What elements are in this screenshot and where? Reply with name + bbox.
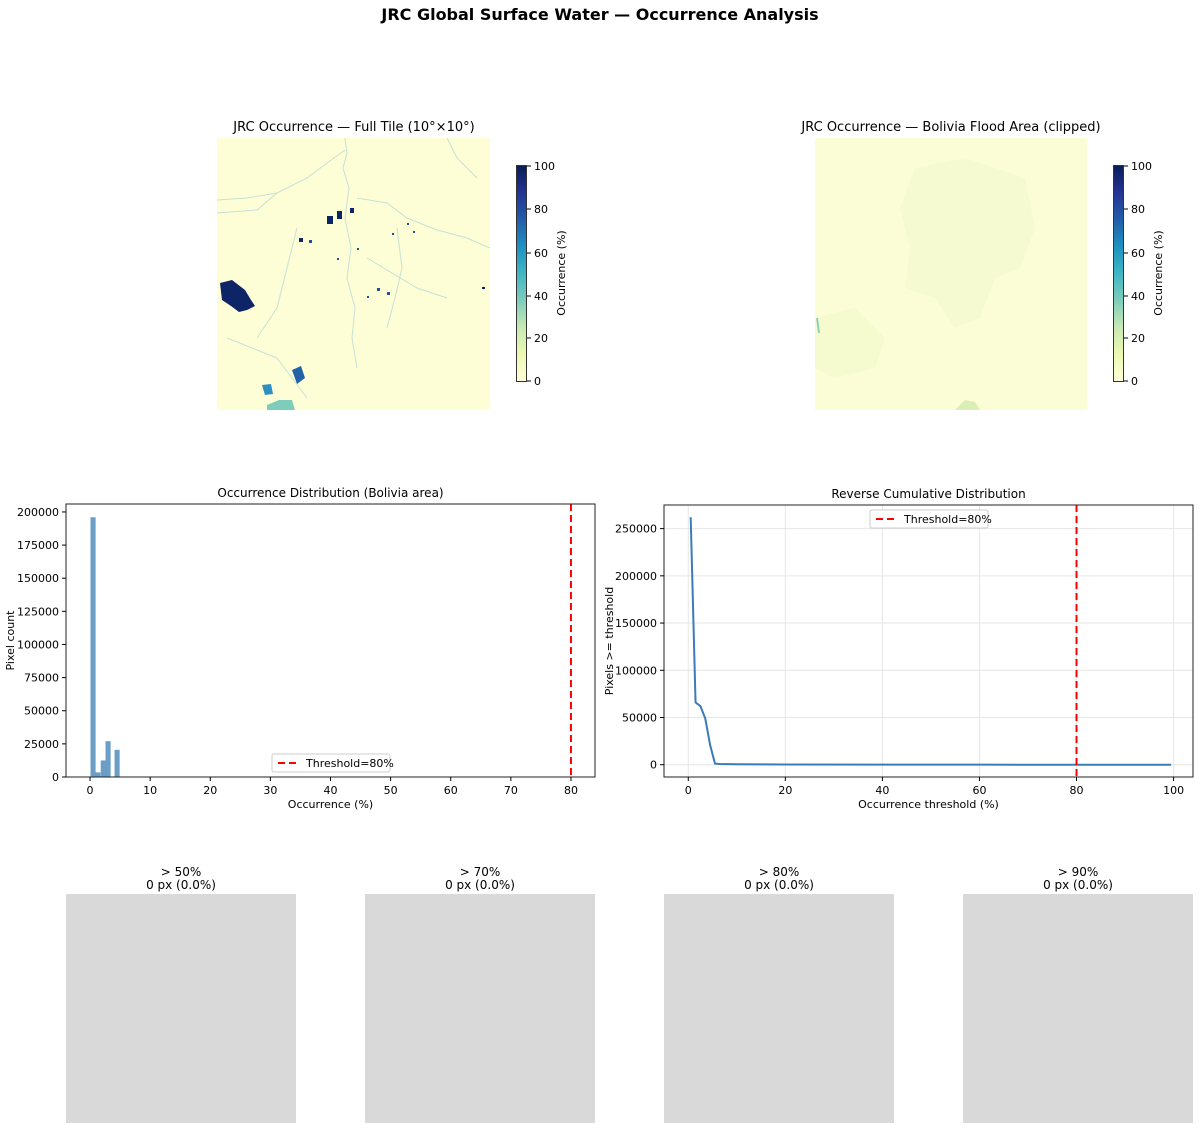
histogram-bar — [95, 772, 101, 777]
panel-80-title: > 80% 0 px (0.0%) — [744, 865, 814, 892]
panel-90-title: > 90% 0 px (0.0%) — [1043, 865, 1113, 892]
svg-text:20: 20 — [203, 784, 217, 797]
svg-text:150000: 150000 — [17, 572, 59, 585]
cumulative-line — [689, 517, 1172, 766]
svg-text:20: 20 — [778, 784, 792, 797]
svg-text:0: 0 — [1131, 375, 1138, 388]
svg-text:250000: 250000 — [615, 523, 657, 536]
svg-text:40: 40 — [324, 784, 338, 797]
chart-title: Occurrence Distribution (Bolivia area) — [217, 486, 443, 500]
map-bolivia-image — [815, 138, 1087, 410]
colorbar-full-tile — [516, 165, 527, 382]
svg-text:100: 100 — [534, 160, 555, 173]
svg-text:40: 40 — [1131, 290, 1145, 303]
threshold-mask-50 — [66, 894, 296, 1123]
svg-text:30: 30 — [263, 784, 277, 797]
legend: Threshold=80% — [869, 509, 992, 529]
svg-text:200000: 200000 — [17, 506, 59, 519]
svg-text:0: 0 — [52, 771, 59, 784]
svg-text:80: 80 — [564, 784, 578, 797]
threshold-mask-80 — [664, 894, 894, 1123]
y-axis-label: Pixels >= threshold — [603, 587, 616, 695]
svg-text:125000: 125000 — [17, 605, 59, 618]
chart-title: Reverse Cumulative Distribution — [831, 487, 1025, 501]
svg-text:100000: 100000 — [17, 638, 59, 651]
svg-text:40: 40 — [875, 784, 889, 797]
y-axis-label: Pixel count — [4, 610, 17, 671]
svg-text:80: 80 — [534, 203, 548, 216]
histogram-bar — [100, 760, 106, 777]
svg-text:50000: 50000 — [24, 705, 59, 718]
histogram-bar — [114, 749, 120, 777]
svg-text:175000: 175000 — [17, 539, 59, 552]
svg-text:25000: 25000 — [24, 738, 59, 751]
svg-text:100: 100 — [1131, 160, 1152, 173]
svg-text:50000: 50000 — [622, 712, 657, 725]
colorbar-bolivia — [1113, 165, 1124, 382]
svg-text:50: 50 — [384, 784, 398, 797]
svg-text:20: 20 — [1131, 332, 1145, 345]
svg-text:40: 40 — [534, 290, 548, 303]
svg-text:60: 60 — [444, 784, 458, 797]
svg-text:0: 0 — [534, 375, 541, 388]
svg-text:70: 70 — [504, 784, 518, 797]
svg-text:Threshold=80%: Threshold=80% — [305, 757, 394, 770]
figure-suptitle: JRC Global Surface Water — Occurrence An… — [381, 5, 819, 24]
svg-text:Occurrence (%): Occurrence (%) — [555, 230, 568, 315]
histogram-chart: Occurrence Distribution (Bolivia area) 0 1… — [4, 486, 596, 811]
legend: Threshold=80% — [271, 753, 394, 773]
svg-text:0: 0 — [650, 759, 657, 772]
svg-text:0: 0 — [685, 784, 692, 797]
svg-text:60: 60 — [534, 247, 548, 260]
svg-text:60: 60 — [1131, 247, 1145, 260]
svg-text:150000: 150000 — [615, 617, 657, 630]
histogram-bar — [105, 741, 111, 777]
panel-70-title: > 70% 0 px (0.0%) — [445, 865, 515, 892]
x-axis-label: Occurrence threshold (%) — [858, 798, 999, 811]
x-axis-label: Occurrence (%) — [288, 798, 373, 811]
panel-50-title: > 50% 0 px (0.0%) — [146, 865, 216, 892]
svg-text:80: 80 — [1131, 203, 1145, 216]
svg-text:10: 10 — [143, 784, 157, 797]
map-full-tile-image — [217, 138, 490, 410]
svg-text:100000: 100000 — [615, 664, 657, 677]
svg-text:75000: 75000 — [24, 672, 59, 685]
colorbar-full-tile-ticks: 0 20 40 60 80 100 Occurrence (%) — [527, 160, 568, 388]
svg-text:100: 100 — [1163, 784, 1184, 797]
svg-text:Threshold=80%: Threshold=80% — [903, 513, 992, 526]
histogram-bar — [90, 517, 96, 777]
threshold-mask-70 — [365, 894, 595, 1123]
map-bolivia-title: JRC Occurrence — Bolivia Flood Area (cli… — [801, 120, 1101, 135]
threshold-mask-90 — [963, 894, 1193, 1123]
svg-text:200000: 200000 — [615, 570, 657, 583]
svg-text:80: 80 — [1070, 784, 1084, 797]
svg-text:60: 60 — [972, 784, 986, 797]
svg-text:Occurrence (%): Occurrence (%) — [1152, 230, 1165, 315]
svg-text:0: 0 — [87, 784, 94, 797]
reverse-cumulative-chart: Reverse Cumulative Distribution 0 20 40 60 80… — [603, 487, 1194, 811]
colorbar-bolivia-ticks: 0 20 40 60 80 100 Occurrence (%) — [1124, 160, 1165, 388]
svg-text:20: 20 — [534, 332, 548, 345]
map-full-tile-title: JRC Occurrence — Full Tile (10°×10°) — [233, 120, 475, 135]
